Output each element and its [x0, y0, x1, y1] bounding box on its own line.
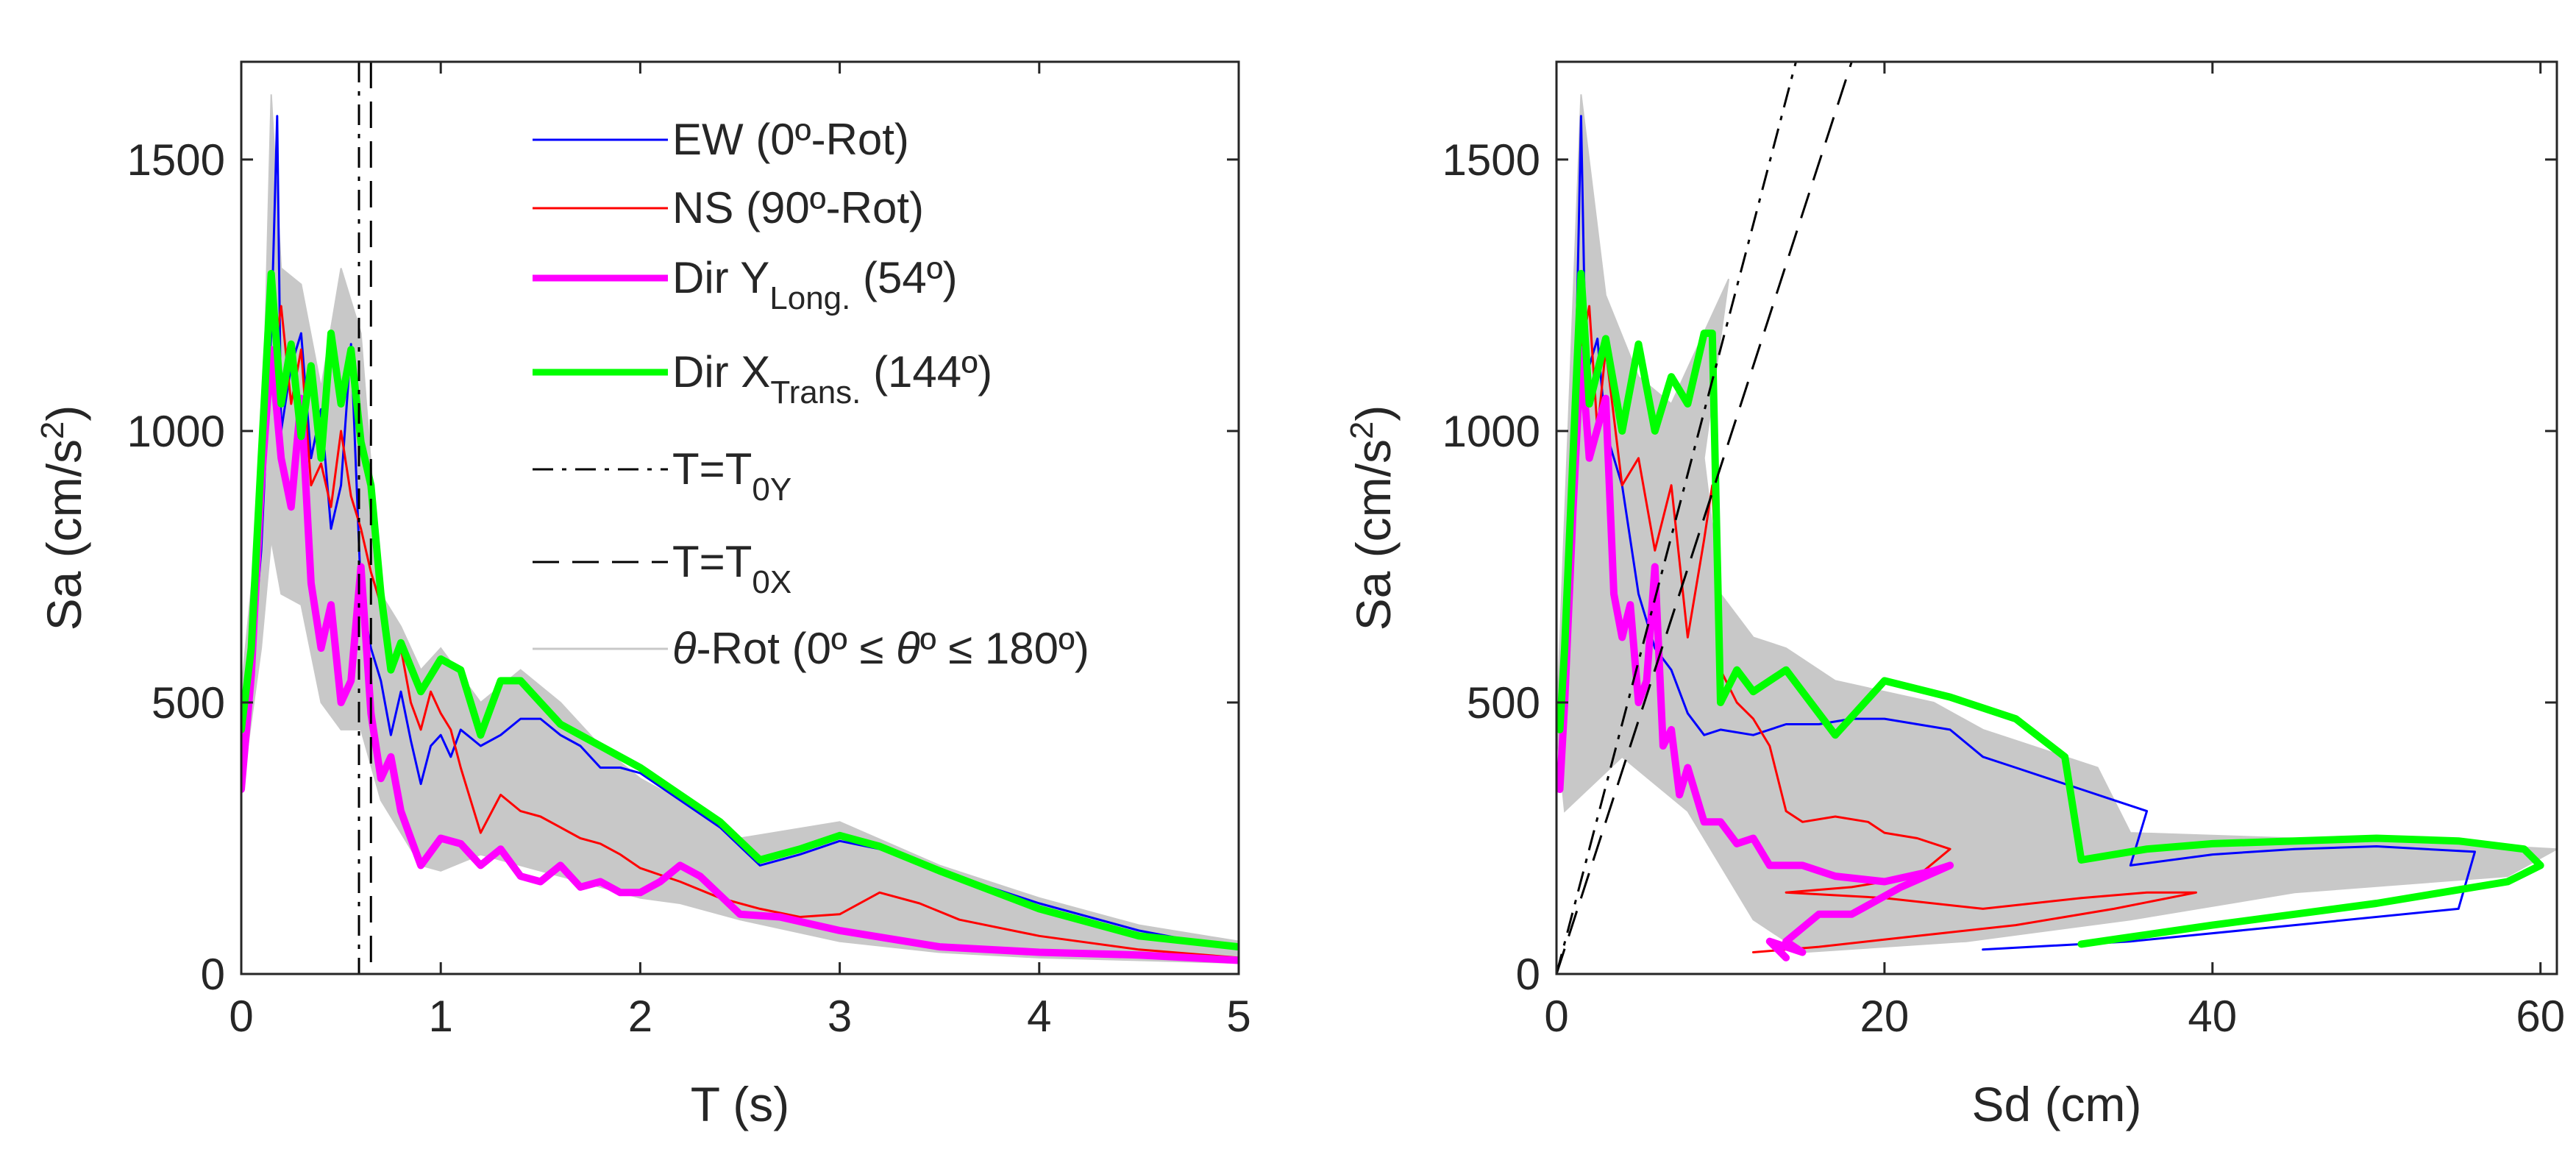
left-ytick-label: 1500	[127, 135, 225, 185]
left-y-axis-label-close: )	[37, 405, 91, 422]
right-series-diry	[1556, 346, 1954, 961]
left-series-dirx	[241, 269, 1239, 951]
right-ytick-label: 1500	[1442, 135, 1540, 185]
left-ticks: 0 1 2 3 4 5 0 500 1000 1500	[127, 62, 1251, 1041]
right-series-group	[1556, 115, 2544, 961]
right-series-dirx	[1556, 269, 2544, 948]
right-y-axis-label-close: )	[1346, 405, 1401, 422]
legend-label-diry-sub: Long.	[769, 280, 850, 316]
right-period-lines	[1556, 62, 1853, 974]
legend-label-rot-text2: º ≤ 180º)	[920, 624, 1089, 673]
left-y-axis-label-sup: 2	[35, 422, 71, 439]
right-ytick-label: 0	[1516, 950, 1540, 999]
legend-label-diry-tail: (54º)	[850, 253, 957, 302]
legend-label-t0y: T=T0Y	[672, 444, 791, 508]
left-xtick-label: 4	[1027, 992, 1051, 1041]
left-series-ns	[241, 305, 1239, 959]
right-axes-box	[1555, 60, 2558, 975]
right-ticks: 0 20 40 60 0 500 1000 1500	[1442, 62, 2565, 1041]
right-y-axis-label: Sa (cm/s2)	[1344, 405, 1401, 631]
legend-label-t0y-sub: 0Y	[752, 472, 791, 508]
right-panel: 0 20 40 60 0 500 1000 1500 Sd (cm) Sa (cm/s2)	[1344, 60, 2565, 1131]
left-series-ew	[241, 115, 1239, 951]
right-ytick-label: 500	[1467, 678, 1540, 728]
right-y-axis-label-main: Sa (cm/s	[1346, 439, 1401, 630]
right-xtick-label: 40	[2188, 992, 2237, 1041]
legend-label-ew: EW (0º-Rot)	[672, 115, 909, 164]
right-ytick-label: 1000	[1442, 407, 1540, 456]
left-ytick-label: 0	[201, 950, 225, 999]
legend-label-rot-theta: θ	[672, 624, 697, 673]
legend-label-dirx-sub: Trans.	[770, 374, 861, 410]
legend-label-diry: Dir YLong. (54º)	[672, 253, 958, 316]
right-radial-t0x	[1556, 62, 1853, 974]
right-series-ns	[1560, 305, 2197, 953]
left-ytick-label: 500	[152, 678, 225, 728]
legend-label-rot-text: -Rot (0º ≤	[697, 624, 897, 673]
left-y-axis-label-main: Sa (cm/s	[37, 439, 91, 630]
left-x-axis-label: T (s)	[691, 1077, 789, 1131]
left-xtick-label: 5	[1226, 992, 1250, 1041]
legend-label-diry-main: Dir Y	[672, 253, 769, 302]
right-xtick-label: 60	[2516, 992, 2565, 1041]
right-radial-t0y	[1556, 62, 1797, 974]
left-xtick-label: 3	[828, 992, 852, 1041]
left-xtick-label: 0	[229, 992, 253, 1041]
left-xtick-label: 2	[628, 992, 652, 1041]
legend-label-t0x: T=T0X	[672, 537, 791, 600]
left-series-group	[241, 115, 1239, 964]
legend-label-t0x-main: T=T	[672, 537, 752, 586]
left-series-diry	[241, 346, 1239, 964]
legend-label-rot: θ-Rot (0º ≤ θº ≤ 180º)	[672, 624, 1089, 673]
right-x-axis-label: Sd (cm)	[1972, 1077, 2142, 1131]
legend: EW (0º-Rot) NS (90º-Rot) Dir YLong. (54º…	[533, 115, 1089, 673]
legend-label-t0y-main: T=T	[672, 444, 752, 494]
left-xtick-label: 1	[429, 992, 453, 1041]
legend-label-dirx-main: Dir X	[672, 347, 770, 397]
legend-label-ns: NS (90º-Rot)	[672, 183, 924, 232]
left-period-lines	[357, 62, 372, 974]
legend-label-t0x-sub: 0X	[752, 564, 791, 600]
right-y-axis-label-sup: 2	[1344, 422, 1380, 439]
legend-label-rot-theta2: θ	[896, 624, 920, 673]
left-ytick-label: 1000	[127, 407, 225, 456]
right-xtick-label: 0	[1544, 992, 1568, 1041]
legend-label-dirx-tail: (144º)	[861, 347, 992, 397]
legend-label-dirx: Dir XTrans. (144º)	[672, 347, 992, 410]
right-xtick-label: 20	[1860, 992, 1910, 1041]
left-axes-box	[240, 60, 1240, 975]
left-y-axis-label: Sa (cm/s2)	[35, 405, 91, 631]
